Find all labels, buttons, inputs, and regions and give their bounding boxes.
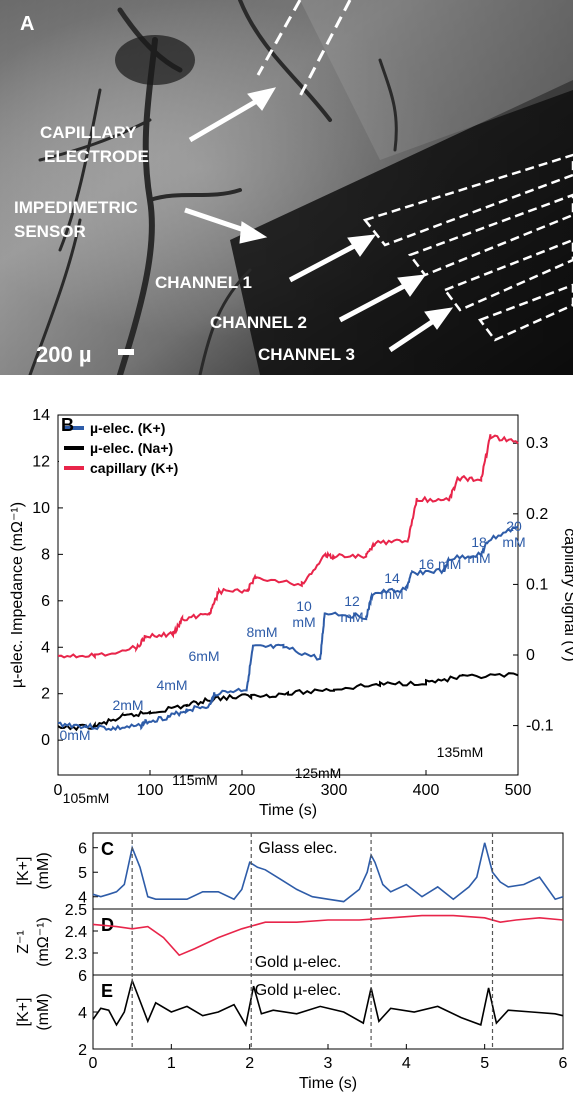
scale-bar [118,349,134,355]
label-electrode: ELECTRODE [44,147,149,166]
y-axis-unit-label: (mM) [35,852,52,889]
k-step-label: 20 [506,518,522,534]
panel-annotation: Glass elec. [258,840,337,857]
y-axis-label-b: µ-elec. Impedance (mΩ⁻¹) [9,502,26,688]
series-line-b-0 [57,525,519,732]
x-tick-label: 5 [480,1055,489,1072]
y-right-tick-label-b: 0.3 [526,435,548,452]
y-tick-label: 2.5 [65,902,87,919]
na-step-label: 125mM [295,765,342,781]
plot-frame-b [57,414,519,776]
microscope-image: A CAPILLARY ELECTRODE IMPEDIMETRIC SENSO… [0,0,573,375]
y-tick-label-b: 2 [41,686,50,703]
panel-letter: E [101,981,113,1001]
y-axis-unit-label: (mΩ⁻¹) [35,917,52,967]
label-sensor: SENSOR [14,222,86,241]
y-axis-right-label-b: capillary Signal (V) [561,528,573,661]
label-impedimetric: IMPEDIMETRIC [14,198,138,217]
panel-letter-a: A [20,13,34,35]
k-step-label: 4mM [156,677,187,693]
legend-b: µ-elec. (K+) µ-elec. (Na+) capillary (K+) [59,416,209,484]
x-axis-label-b: Time (s) [259,802,317,819]
x-tick-label-b: 100 [137,782,164,799]
x-tick-label-b: 200 [229,782,256,799]
y-tick-label: 6 [78,968,87,985]
label-channel-1: CHANNEL 1 [155,273,252,292]
y-tick-label-b: 6 [41,593,50,610]
arrows [184,87,454,353]
k-step-label: 0mM [59,727,90,743]
k-step-label: 10 [296,598,312,614]
y-axis-label: Z⁻¹ [15,930,32,954]
panel-annotation: Gold µ-elec. [255,954,342,971]
channel-outlines [362,153,573,342]
x-tick-label: 6 [559,1055,568,1072]
y-right-tick-label-b: 0.1 [526,576,548,593]
x-tick-label-b: 300 [321,782,348,799]
k-step-label: mM [467,550,490,566]
y-tick-label-b: 0 [41,732,50,749]
series-line-d [92,914,564,957]
y-tick-label: 2 [78,1042,87,1059]
panel-a-photo: A CAPILLARY ELECTRODE IMPEDIMETRIC SENSO… [0,0,573,375]
y-tick-label: 4 [78,1005,87,1022]
y-tick-label: 4 [78,890,87,907]
x-tick-label: 3 [324,1055,333,1072]
na-step-label: 105mM [63,790,110,806]
capillary-outline [256,0,352,101]
k-step-label: mM [502,534,525,550]
legend-label-b: µ-elec. (Na+) [90,440,173,456]
k-step-label: 12 [344,593,360,609]
legend-label-b: capillary (K+) [90,460,178,476]
scale-bar-label: 200 µ [36,342,92,367]
x-tick-label: 0 [89,1055,98,1072]
y-tick-label-b: 14 [32,407,50,424]
y-tick-label-b: 4 [41,639,50,656]
y-tick-label: 2.3 [65,946,87,963]
label-channel-3: CHANNEL 3 [258,345,355,364]
x-tick-label: 2 [245,1055,254,1072]
x-tick-label-b: 0 [54,782,63,799]
na-step-label: 115mM [172,772,218,788]
y-axis-label: [K+] [15,857,32,886]
series-line-c [92,842,564,903]
y-tick-label: 2.4 [65,924,87,941]
y-right-tick-label-b: -0.1 [526,718,554,735]
k-step-label: 6mM [188,648,219,664]
y-right-tick-label-b: 0 [526,647,535,664]
legend-label-b: µ-elec. (K+) [90,420,165,436]
series-line-b-1 [57,672,519,732]
k-step-label: 18 [471,534,487,550]
y-axis-unit-label: (mM) [35,993,52,1030]
k-step-label: 14 [384,570,400,586]
x-tick-label: 1 [167,1055,176,1072]
x-tick-label-b: 500 [505,782,532,799]
x-tick-label-b: 400 [413,782,440,799]
series-line-b-2 [57,434,519,660]
na-step-label: 135mM [437,744,484,760]
label-channel-2: CHANNEL 2 [210,313,307,332]
y-axis-label: [K+] [15,998,32,1027]
k-step-label: 2mM [112,697,143,713]
y-tick-label: 6 [78,841,87,858]
panel-letter-b: B [61,415,74,435]
y-right-tick-label-b: 0.2 [526,506,548,523]
x-tick-label: 4 [402,1055,411,1072]
k-step-label: mM [340,609,363,625]
x-axis-label-e: Time (s) [299,1075,357,1092]
k-step-label: 16 mM [419,556,462,572]
y-tick-label-b: 12 [32,453,50,470]
y-tick-label: 5 [78,865,87,882]
k-step-label: mM [292,614,315,630]
label-capillary: CAPILLARY [40,123,137,142]
k-step-label: 8mM [246,624,277,640]
chart-b: 0 100 200 300 400 500 0 2 4 6 8 10 12 14 -0.1 0 0.1 0.2 0.… [9,407,573,819]
k-step-label: mM [380,586,403,602]
y-tick-label-b: 10 [32,500,50,517]
panel-letter: C [101,839,114,859]
y-tick-label-b: 8 [41,546,50,563]
chart-cde: 456[K+] (mM)C Glass elec.2.32.42.5Z⁻¹ (mΩ⁻¹… [15,832,568,1092]
panel-annotation: Gold µ-elec. [255,982,342,999]
series-line-e [92,977,564,1028]
